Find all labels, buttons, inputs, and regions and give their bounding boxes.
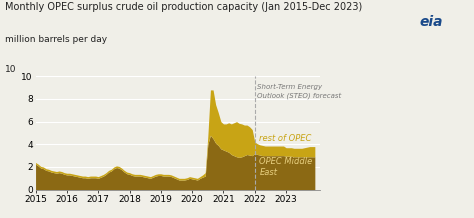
Text: eia: eia — [419, 15, 443, 29]
Text: OPEC Middle
East: OPEC Middle East — [259, 157, 313, 177]
Text: million barrels per day: million barrels per day — [5, 35, 107, 44]
Text: rest of OPEC: rest of OPEC — [259, 134, 312, 143]
Text: 10: 10 — [5, 65, 16, 74]
Text: Monthly OPEC surplus crude oil production capacity (Jan 2015-Dec 2023): Monthly OPEC surplus crude oil productio… — [5, 2, 362, 12]
Text: Short-Term Energy
Outlook (STEO) forecast: Short-Term Energy Outlook (STEO) forecas… — [257, 84, 341, 99]
